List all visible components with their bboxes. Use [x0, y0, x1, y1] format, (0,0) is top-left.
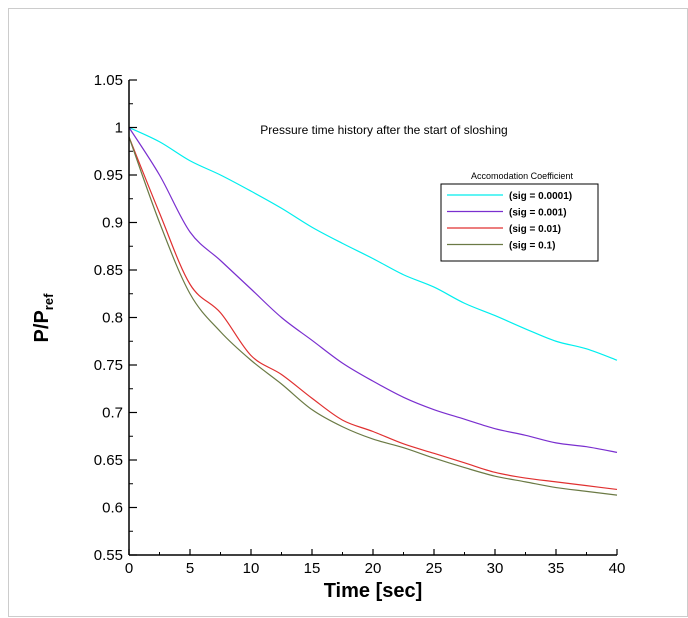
series-line — [128, 127, 618, 453]
y-tick-label: 0.55 — [94, 547, 123, 564]
legend: Accomodation Coefficient (sig = 0.0001)(… — [440, 171, 599, 262]
y-axis-title: P/Pref — [31, 293, 56, 343]
x-tick-label: 30 — [487, 560, 504, 577]
y-axis-title-main: P/P — [31, 310, 53, 342]
chart-title: Pressure time history after the start of… — [260, 123, 507, 137]
y-tick-label: 0.9 — [102, 215, 123, 232]
series-line — [128, 126, 618, 361]
y-tick-label: 0.6 — [102, 500, 123, 517]
x-tick-label: 40 — [609, 560, 626, 577]
y-tick-label: 1.05 — [94, 72, 123, 89]
legend-entries: (sig = 0.0001) (sig = 0.001) (sig = 0.01) (… — [447, 191, 572, 252]
legend-label: (sig = 0.1) — [509, 241, 555, 252]
x-axis-title: Time [sec] — [324, 580, 423, 602]
legend-label: (sig = 0.01) — [509, 224, 561, 235]
y-tick-label: 0.75 — [94, 357, 123, 374]
x-ticks: 0 5 10 15 20 25 30 35 40 — [125, 549, 626, 577]
y-ticks: 0.55 0.6 0.65 0.7 0.75 0.8 0.85 0.9 0.95 1 1.05 — [94, 72, 137, 564]
legend-label: (sig = 0.0001) — [509, 191, 572, 202]
series-line — [128, 136, 618, 491]
x-tick-label: 10 — [243, 560, 260, 577]
legend-label: (sig = 0.001) — [509, 208, 567, 219]
y-tick-label: 0.95 — [94, 167, 123, 184]
x-tick-label: 25 — [426, 560, 443, 577]
y-tick-label: 0.65 — [94, 452, 123, 469]
x-tick-label: 20 — [365, 560, 382, 577]
outer-frame — [8, 8, 688, 617]
series-line — [128, 136, 618, 496]
y-tick-label: 0.8 — [102, 310, 123, 327]
y-axis-title-sub: ref — [41, 293, 56, 310]
legend-title: Accomodation Coefficient — [471, 171, 573, 181]
y-tick-label: 0.85 — [94, 262, 123, 279]
x-tick-label: 0 — [125, 560, 133, 577]
y-tick-label: 0.7 — [102, 405, 123, 422]
y-tick-label: 1 — [115, 120, 123, 137]
x-tick-label: 15 — [304, 560, 321, 577]
legend-box — [440, 183, 599, 262]
x-tick-label: 35 — [548, 560, 565, 577]
plot-series — [128, 126, 618, 496]
x-tick-label: 5 — [186, 560, 194, 577]
